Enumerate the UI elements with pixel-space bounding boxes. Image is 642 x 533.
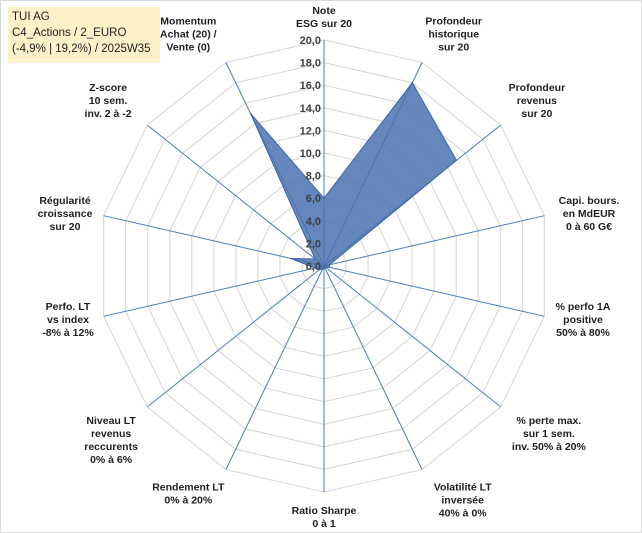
axis-label: % perte max. sur 1 sem. inv. 50% à 20% (512, 415, 587, 453)
axis-label-line: 10 sem. (89, 95, 128, 107)
axis-label-line: croissance (38, 208, 93, 220)
tick-label: 2,0 (306, 238, 321, 250)
axis-label: Capi. bours. en MdEUR 0 à 60 G€ (559, 195, 620, 233)
axis-label-line: Régularité (39, 195, 91, 207)
axis-label-line: Ratio Sharpe (292, 505, 357, 517)
data-point (321, 268, 324, 270)
axis-label-line: inv. 2 à -2 (85, 108, 132, 120)
axis-label-line: inv. 50% à 20% (512, 441, 587, 453)
axis-label-line: sur 20 (521, 108, 552, 120)
axis-label: Rendement LT 0% à 20% (152, 481, 225, 506)
axis-label-line: % perte max. (517, 415, 582, 427)
axis-label-line: 50% à 80% (556, 327, 610, 339)
chart-title-box: TUI AG C4_Actions / 2_EURO (-4,9% | 19,2… (8, 7, 160, 63)
axis-spoke (146, 124, 325, 267)
axis-label-line: sur 20 (438, 42, 469, 54)
axis-label-line: 0 à 60 G€ (566, 221, 612, 233)
tick-label: 6,0 (306, 193, 321, 205)
axis-label-line: positive (563, 314, 603, 326)
axis-label-line: revenus (91, 428, 131, 440)
axis-spoke (323, 265, 545, 317)
data-point (323, 267, 325, 270)
axis-spoke (323, 265, 423, 470)
axis-label: Ratio Sharpe 0 à 1 (292, 505, 357, 530)
axis-spoke (323, 265, 502, 408)
data-point (314, 258, 317, 260)
tick-label: 16,0 (300, 80, 321, 92)
axis-label: Régularité croissance sur 20 (38, 195, 93, 233)
axis-spoke (103, 265, 325, 317)
data-point (325, 266, 327, 269)
axis-label-line: 0% à 20% (164, 494, 213, 506)
axis-label-line: Rendement LT (152, 481, 225, 493)
axis-label: Note ESG sur 20 (296, 5, 352, 30)
data-point (318, 268, 321, 271)
title-line-3: (-4,9% | 19,2%) / 2025W35 (12, 43, 151, 55)
axis-label-line: 0% à 6% (90, 454, 133, 466)
axis-label: Profondeur historique sur 20 (425, 16, 482, 54)
data-series-area (250, 81, 458, 271)
axis-label-line: Profondeur (509, 82, 566, 94)
data-point (328, 263, 331, 266)
axis-label: Niveau LT revenus reccurents 0% à 6% (84, 415, 138, 466)
data-point (455, 159, 458, 162)
axis-label-line: -8% à 12% (42, 327, 94, 339)
axis-label-line: sur 1 sem. (523, 428, 575, 440)
data-point (314, 267, 317, 269)
tick-label: 14,0 (300, 103, 321, 115)
data-point (411, 81, 414, 84)
axis-label-line: Note (312, 5, 335, 17)
axis-label-line: vs index (47, 314, 89, 326)
axis-label: Volatilité LT inversée 40% à 0% (434, 481, 493, 519)
axis-label: Z-score 10 sem. inv. 2 à -2 (85, 82, 132, 120)
axis-label: Perfo. LT vs index -8% à 12% (42, 301, 94, 339)
axis-label-line: Perfo. LT (46, 301, 91, 313)
axis-label-line: 0 à 1 (312, 518, 336, 530)
axis-label-line: Niveau LT (86, 415, 136, 427)
tick-label: 12,0 (300, 125, 321, 137)
axis-label-line: Achat (20) / (160, 29, 217, 41)
axis-label-line: Volatilité LT (434, 481, 493, 493)
tick-label: 18,0 (300, 58, 321, 70)
axis-label-line: inversée (441, 494, 484, 506)
axis-spoke (323, 215, 545, 267)
data-point (290, 257, 292, 260)
data-point (249, 112, 252, 115)
axis-label-line: revenus (517, 95, 557, 107)
axis-label-line: % perfo 1A (556, 301, 611, 313)
axis-label-line: en MdEUR (563, 208, 616, 220)
axis-label-line: ESG sur 20 (296, 18, 352, 30)
tick-label: 10,0 (300, 148, 321, 160)
axis-label: % perfo 1A positive 50% à 80% (556, 301, 611, 339)
tick-label: 0,0 (306, 261, 321, 273)
data-point (323, 197, 325, 199)
axis-label-line: Capi. bours. (559, 195, 620, 207)
axis-spoke (225, 265, 325, 470)
axis-label-line: Vente (0) (166, 42, 210, 54)
axis-label-line: sur 20 (50, 221, 81, 233)
axis-label-line: reccurents (84, 441, 138, 453)
title-line-1: TUI AG (12, 11, 50, 23)
data-point (323, 266, 326, 268)
axis-label: Momentum Achat (20) / Vente (0) (160, 16, 217, 54)
axis-label-line: Z-score (89, 82, 127, 94)
axis-spoke (103, 215, 325, 267)
axis-label-line: 40% à 0% (439, 507, 488, 519)
axis-label-line: Momentum (160, 16, 216, 28)
title-line-2: C4_Actions / 2_EURO (12, 27, 127, 39)
axis-label: Profondeur revenus sur 20 (509, 82, 566, 120)
tick-label: 8,0 (306, 171, 321, 183)
axis-label-line: Profondeur (425, 16, 482, 28)
tick-label: 20,0 (300, 35, 321, 47)
tick-label: 4,0 (306, 216, 321, 228)
axis-label-line: historique (428, 29, 479, 41)
data-point (328, 266, 331, 269)
axis-spoke (146, 265, 325, 408)
